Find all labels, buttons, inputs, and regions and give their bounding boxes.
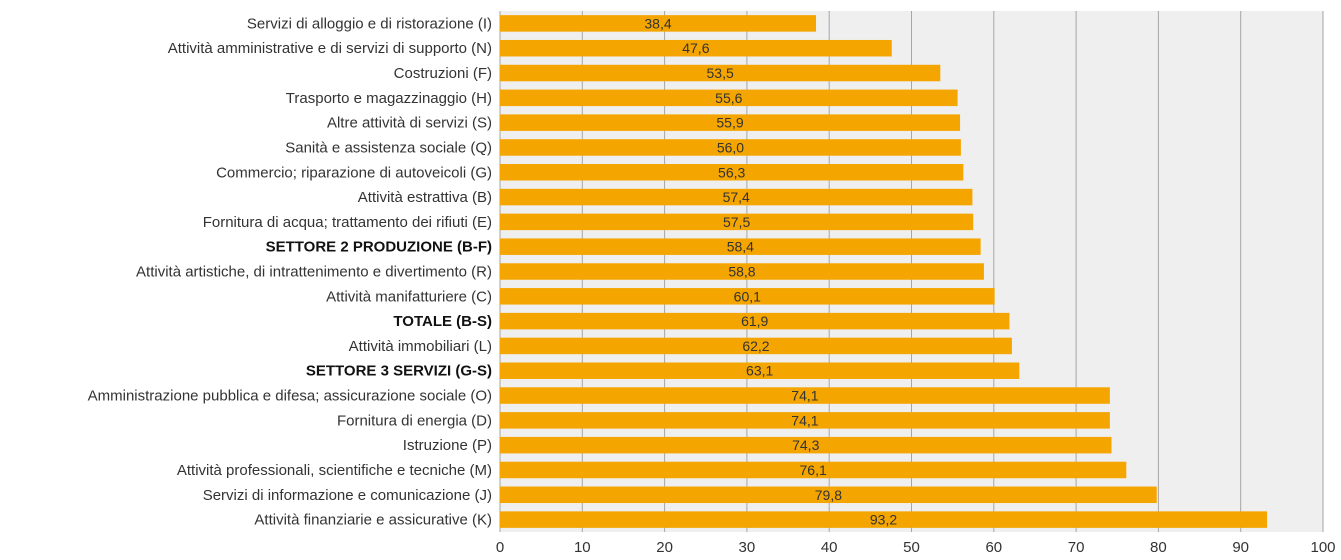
data-label: 63,1 <box>746 363 773 379</box>
bar <box>500 238 981 255</box>
bar <box>500 387 1110 404</box>
x-tick-label: 10 <box>574 539 591 556</box>
data-label: 93,2 <box>870 512 897 528</box>
x-tick-label: 0 <box>496 539 504 556</box>
category-label: Attività manifatturiere (C) <box>326 288 492 305</box>
bar <box>500 362 1020 379</box>
category-label: Servizi di alloggio e di ristorazione (I… <box>247 15 492 32</box>
category-label: SETTORE 3 SERVIZI (G-S) <box>306 363 492 380</box>
bar <box>500 39 892 57</box>
data-label: 57,5 <box>723 214 750 230</box>
category-label: Attività finanziarie e assicurative (K) <box>254 512 492 529</box>
bar <box>500 164 964 181</box>
bar <box>500 461 1127 479</box>
data-label: 60,1 <box>734 288 761 304</box>
x-tick-label: 20 <box>656 539 673 556</box>
bar <box>500 114 961 131</box>
bar <box>500 486 1157 504</box>
data-label: 47,6 <box>682 40 709 56</box>
bar <box>500 412 1110 429</box>
x-tick-label: 90 <box>1232 539 1249 556</box>
x-tick-label: 30 <box>739 539 756 556</box>
bar <box>500 188 973 206</box>
category-label: Trasporto e magazzinaggio (H) <box>286 90 492 107</box>
category-label: Attività professionali, scientifiche e t… <box>177 462 492 479</box>
bar <box>500 288 995 305</box>
bar <box>500 436 1112 454</box>
category-label: Attività artistiche, di intrattenimento … <box>136 264 492 281</box>
data-label: 55,9 <box>716 115 743 131</box>
data-label: 76,1 <box>800 462 827 478</box>
bar <box>500 89 958 107</box>
data-label: 53,5 <box>707 65 734 81</box>
x-tick-label: 50 <box>903 539 920 556</box>
data-label: 56,3 <box>718 164 745 180</box>
category-label: Costruzioni (F) <box>394 65 492 82</box>
category-label: Amministrazione pubblica e difesa; assic… <box>88 388 492 405</box>
data-label: 57,4 <box>723 189 750 205</box>
bar <box>500 263 984 280</box>
data-labels: 38,4 47,6 53,5 55,6 55,9 56,0 56,3 57,4 57,5 58,4… <box>644 15 897 527</box>
data-label: 58,4 <box>727 239 754 255</box>
category-labels: Servizi di alloggio e di ristorazione (I… <box>88 15 492 528</box>
data-label: 55,6 <box>715 90 742 106</box>
category-label: Istruzione (P) <box>403 437 492 454</box>
bar <box>500 213 974 231</box>
bar <box>500 312 1010 330</box>
data-label: 74,1 <box>791 412 818 428</box>
category-label: Attività estrattiva (B) <box>358 189 492 206</box>
x-tick-label: 60 <box>985 539 1002 556</box>
category-label: Sanità e assistenza sociale (Q) <box>285 139 492 156</box>
bar <box>500 64 941 82</box>
category-label: Servizi di informazione e comunicazione … <box>203 487 492 504</box>
category-label: Attività immobiliari (L) <box>349 338 492 355</box>
x-tick-label: 80 <box>1150 539 1167 556</box>
data-label: 61,9 <box>741 313 768 329</box>
category-label: Fornitura di acqua; trattamento dei rifi… <box>203 214 492 231</box>
x-axis-tick-labels: 0 10 20 30 40 50 60 70 80 90 100 <box>496 539 1336 556</box>
data-label: 38,4 <box>644 15 671 31</box>
bars <box>500 15 1268 528</box>
data-label: 74,1 <box>791 388 818 404</box>
data-label: 79,8 <box>815 487 842 503</box>
bar <box>500 15 817 32</box>
x-tick-label: 70 <box>1068 539 1085 556</box>
category-label: Commercio; riparazione di autoveicoli (G… <box>216 164 492 181</box>
category-label: Altre attività di servizi (S) <box>327 115 492 132</box>
data-label: 56,0 <box>717 139 744 155</box>
data-label: 62,2 <box>742 338 769 354</box>
category-label: Fornitura di energia (D) <box>337 412 492 429</box>
bar <box>500 511 1268 528</box>
bar <box>500 337 1012 355</box>
data-label: 58,8 <box>728 264 755 280</box>
category-label: SETTORE 2 PRODUZIONE (B-F) <box>266 239 492 256</box>
x-tick-label: 100 <box>1310 539 1335 556</box>
bar <box>500 139 961 156</box>
category-label: TOTALE (B-S) <box>393 313 492 330</box>
category-label: Attività amministrative e di servizi di … <box>168 40 492 57</box>
data-label: 74,3 <box>792 437 819 453</box>
x-tick-label: 40 <box>821 539 838 556</box>
